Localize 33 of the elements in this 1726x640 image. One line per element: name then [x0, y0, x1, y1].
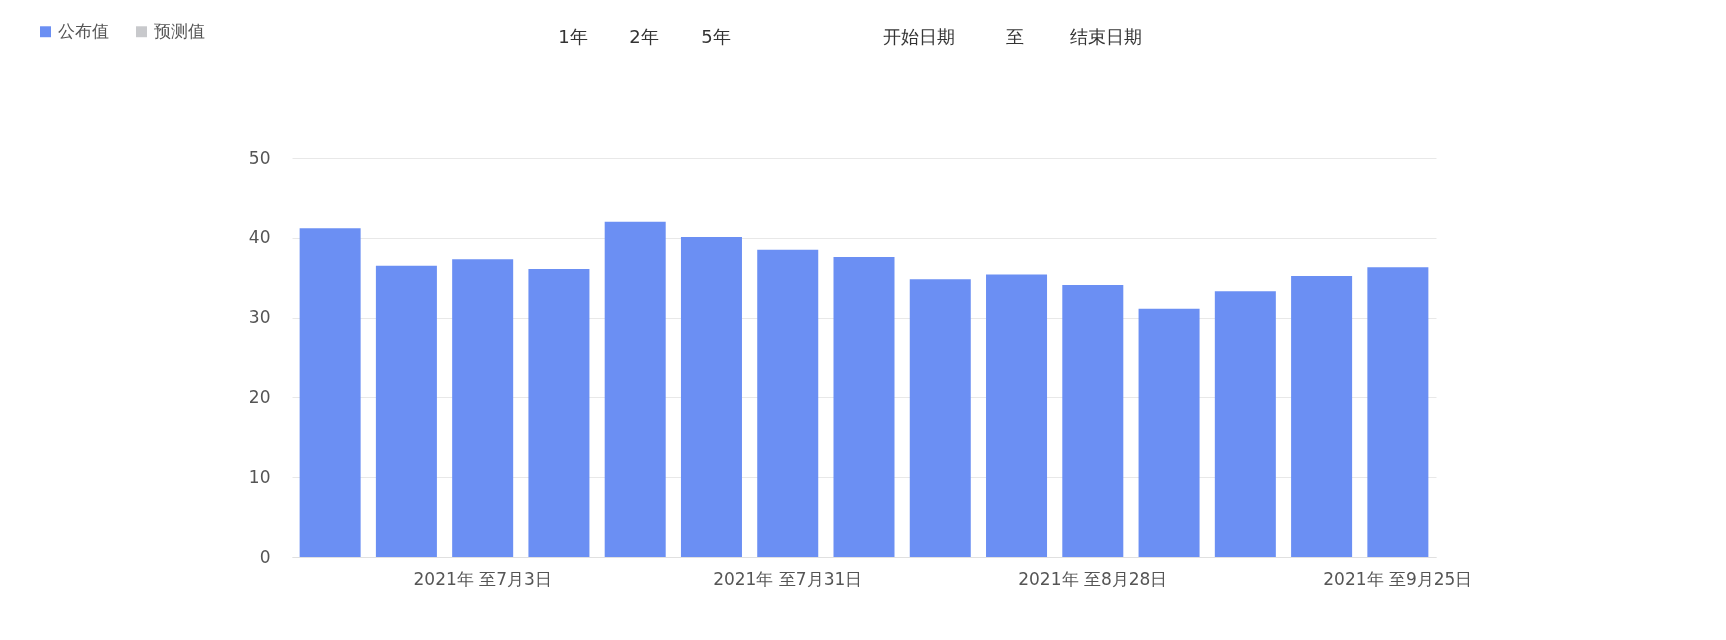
bar	[1214, 291, 1276, 557]
text: 1年	[558, 26, 588, 47]
x-tick-label: 2021年 至7月3日	[413, 568, 552, 589]
bar	[1291, 276, 1353, 557]
text: 2年	[629, 26, 659, 47]
text: 结束日期	[1070, 26, 1142, 47]
bar	[1367, 267, 1429, 557]
bar	[833, 256, 895, 557]
x-tick-label: 2021年 至9月25日	[1323, 568, 1473, 589]
text: 开始日期	[883, 26, 955, 47]
bar	[1062, 284, 1124, 557]
legend-label: 公布值	[58, 20, 109, 41]
bar	[375, 265, 437, 557]
text: 至	[1006, 26, 1024, 47]
legend-label: 预测值	[154, 20, 205, 41]
bar	[528, 268, 590, 557]
y-tick-label: 10	[248, 466, 271, 487]
y-tick-label: 40	[248, 227, 271, 248]
x-tick-label: 2021年 至8月28日	[1018, 568, 1168, 589]
text: 5年	[701, 26, 731, 47]
bar	[680, 237, 742, 557]
bar	[604, 221, 666, 557]
bar	[1138, 308, 1200, 557]
y-tick-label: 50	[248, 147, 271, 168]
x-tick-label: 2021年 至7月31日	[713, 568, 863, 589]
y-tick-label: 0	[259, 546, 271, 567]
y-tick-label: 20	[248, 386, 271, 407]
bar	[299, 228, 361, 557]
y-tick-label: 30	[248, 307, 271, 328]
bar	[909, 279, 971, 557]
bar	[757, 249, 819, 557]
bar	[986, 274, 1048, 557]
bar	[452, 259, 514, 557]
